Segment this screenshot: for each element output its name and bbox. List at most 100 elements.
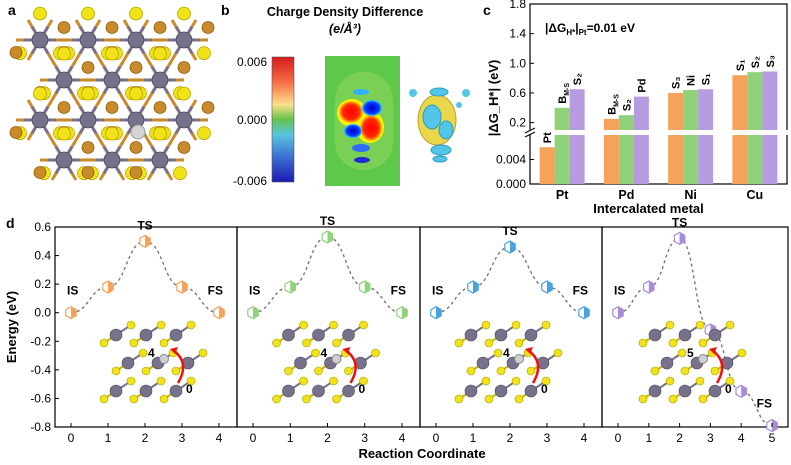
sulfur-atom (81, 6, 95, 21)
inset-hydrogen (159, 354, 169, 364)
inset-metal (708, 384, 722, 398)
sulfur-atom (57, 46, 71, 61)
site-label-end: 0 (725, 382, 732, 396)
marker-fill (547, 281, 553, 293)
bar-Pt-2 (569, 89, 585, 130)
inset-sulfur (126, 376, 136, 386)
inset-metal (464, 328, 478, 342)
xtick-label: 3 (707, 431, 714, 445)
label-IS-Pd: IS (249, 284, 260, 298)
inset-sulfur (272, 394, 281, 404)
inset-sulfur (129, 338, 139, 348)
inset-sulfur (725, 376, 735, 386)
metal-atom (175, 31, 193, 49)
marker-fill (290, 281, 296, 293)
inset-metal (678, 384, 692, 398)
bar-Ni-2-lower (698, 135, 714, 184)
chart-c-bars: 0.2 0.6 1.0 1.4 1.8 0.000 0.004 |ΔGH*|Pt=0.01 e… (486, 0, 791, 216)
axis-break-mark (524, 127, 536, 134)
migration-arrow (712, 350, 724, 384)
metal-atom-intercalated (129, 61, 143, 74)
xtick-label-Cu: Cu (747, 188, 764, 202)
xtick-label: 3 (544, 431, 551, 445)
inset-metal (464, 384, 478, 398)
metal-atom (151, 151, 169, 169)
inset-sulfur (302, 394, 311, 404)
ytick-label: 0.004 (496, 153, 526, 167)
inset-sulfur (359, 376, 368, 386)
label-TS-Pt: TS (137, 218, 152, 232)
label-FS-Pt: FS (208, 284, 223, 298)
inset-sulfur (159, 394, 169, 404)
bar-label: S₂ (750, 56, 762, 68)
label-TS-Cu: TS (672, 215, 687, 229)
panel-label-b: b (221, 2, 230, 18)
inset-metal (169, 384, 183, 398)
panel-label-d: d (6, 215, 15, 231)
inset-sulfur (725, 320, 735, 330)
bar-Pt-2-lower (569, 135, 585, 184)
xtick-label-Pt: Pt (556, 188, 569, 202)
metal-atom-intercalated (105, 21, 119, 34)
inset-sulfur (99, 394, 109, 404)
bar-Cu-1 (747, 72, 763, 130)
bar-label: S₃ (765, 55, 777, 67)
inset-sulfur (695, 376, 705, 386)
xtick-label: 1 (105, 431, 112, 445)
marker-fill (741, 385, 747, 398)
metal-atom-intercalated (153, 101, 167, 114)
inset-sulfur (553, 348, 563, 358)
profile-frame-Pd (236, 226, 421, 428)
site-label-start: 4 (321, 346, 328, 360)
inset-sulfur (638, 338, 648, 348)
inset-sulfur (272, 338, 281, 348)
inset-sulfur (541, 320, 551, 330)
chart-d-energy-profiles: 0.6 0.4 0.2 0.0 -0.2 -0.4 -0.6 -0.8 Energy (eV) R… (4, 214, 789, 461)
metal-atom-intercalated (81, 166, 95, 179)
xtick-label: 0 (433, 431, 440, 445)
bar-label: Ni (686, 75, 698, 86)
migration-arrow (345, 350, 357, 384)
bar-Ni-2 (698, 89, 714, 130)
bar-Pd-1 (618, 115, 634, 130)
structure-inset-Cu: 50 (638, 320, 747, 404)
inset-sulfur (665, 320, 675, 330)
inset-sulfur (668, 394, 678, 404)
ytick-label: 0.000 (496, 177, 526, 191)
inset-sulfur (284, 366, 293, 376)
sulfur-atom (177, 6, 191, 21)
inset-sulfur (302, 338, 311, 348)
inset-sulfur (493, 348, 503, 358)
bar-label: Pt (542, 132, 554, 143)
xtick-label: 2 (507, 431, 514, 445)
chart-c-annotation: |ΔGH*|Pt=0.01 eV (545, 21, 635, 37)
sulfur-atom (57, 126, 71, 141)
bar-Pt-1 (554, 107, 570, 130)
label-FS-Ni: FS (573, 284, 588, 298)
inset-sulfur (466, 366, 476, 376)
marker-fill (219, 306, 225, 319)
inset-sulfur (514, 338, 524, 348)
migration-arrowhead (342, 347, 351, 354)
colorbar-tick-top: 0.006 (237, 55, 267, 69)
inset-hydrogen (698, 354, 708, 364)
bar-Cu-0-lower (732, 135, 748, 184)
bar-Ni-1 (683, 89, 699, 130)
site-label-end: 0 (541, 382, 548, 396)
profile-frame-Cu (601, 226, 789, 428)
sulfur-atom (105, 126, 119, 141)
migration-arrow (528, 350, 540, 384)
bar-label: BM-S (606, 94, 620, 115)
inset-sulfur (454, 338, 464, 348)
label-FS-Pd: FS (391, 284, 406, 298)
inset-sulfur (329, 376, 338, 386)
site-label-end: 0 (186, 382, 193, 396)
inset-sulfur (371, 348, 380, 358)
inset-sulfur (677, 348, 687, 358)
inset-sulfur (695, 320, 705, 330)
ytick-label: 0.4 (34, 249, 51, 263)
marker-fill (618, 306, 624, 319)
inset-hydrogen (514, 354, 524, 364)
bar-Ni-0 (668, 92, 684, 130)
marker-fill (648, 281, 654, 293)
